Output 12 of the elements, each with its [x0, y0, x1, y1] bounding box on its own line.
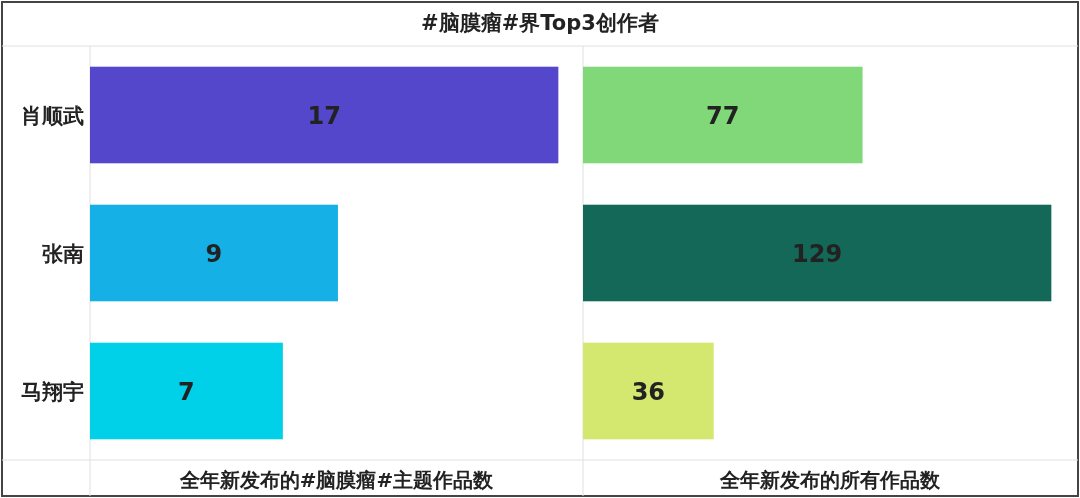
data-label: 17: [307, 102, 341, 130]
chart-title: #脑膜瘤#界Top3创作者: [421, 11, 659, 35]
data-label: 7: [178, 378, 195, 406]
data-label: 36: [631, 378, 666, 406]
y-tick-label: 马翔宇: [21, 380, 84, 404]
data-label: 9: [205, 240, 223, 268]
data-label: 77: [706, 102, 740, 130]
y-tick-label: 肖顺武: [21, 104, 84, 128]
x-axis-title: 全年新发布的所有作品数: [718, 468, 941, 492]
y-tick-label: 张南: [42, 242, 84, 266]
data-label: 129: [792, 240, 843, 268]
x-axis-title: 全年新发布的#脑膜瘤#主题作品数: [178, 468, 495, 492]
